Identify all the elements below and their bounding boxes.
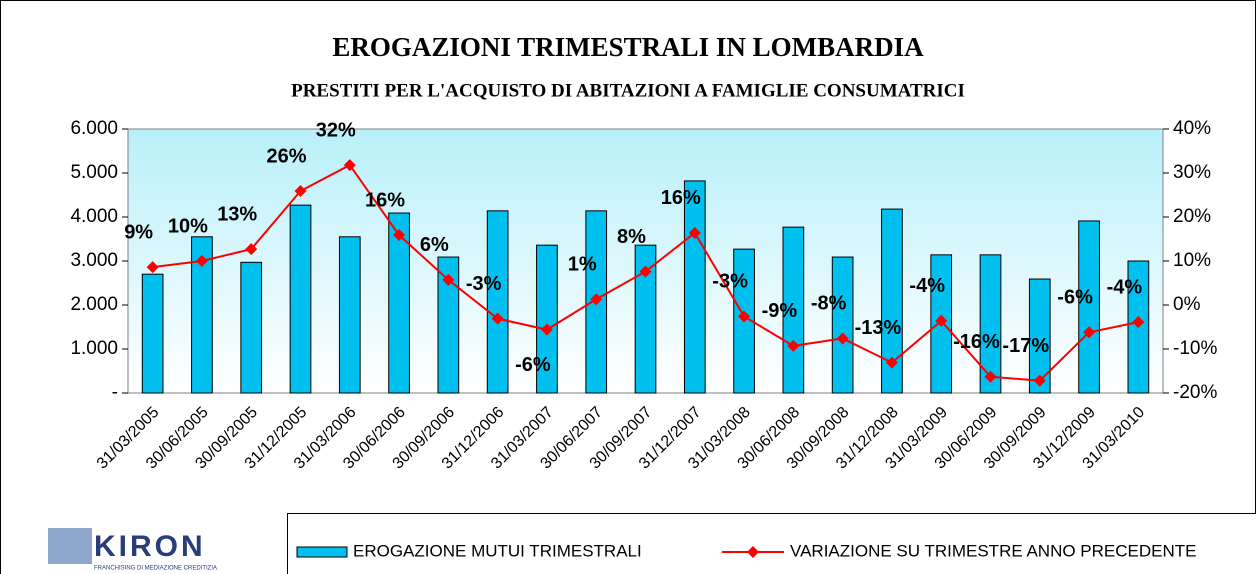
bar [634, 244, 657, 394]
marker [590, 293, 603, 306]
bar [141, 273, 164, 394]
logo: KIRON FRANCHISING DI MEDIAZIONE CREDITIZ… [48, 528, 217, 572]
bar [536, 244, 558, 394]
legend [287, 513, 1256, 574]
bar [782, 226, 805, 394]
bar [338, 236, 361, 394]
marker [1083, 326, 1096, 339]
marker [639, 265, 652, 278]
bar [683, 180, 706, 394]
data-label: 16% [661, 187, 701, 209]
data-label: 26% [266, 145, 306, 167]
data-label: 6% [420, 234, 449, 256]
data-label: 32% [316, 119, 356, 141]
logo-tagline: FRANCHISING DI MEDIAZIONE CREDITIZIA [94, 566, 217, 572]
data-label: -4% [909, 275, 945, 297]
marker [984, 370, 997, 383]
marker [885, 356, 898, 369]
data-label: 9% [124, 221, 153, 243]
bar [486, 210, 509, 394]
y2-tick-label: 10% [1173, 250, 1211, 271]
data-label: -6% [515, 354, 551, 376]
data-label: -9% [762, 300, 798, 322]
marker [1033, 374, 1046, 387]
y2-tick-label: 0% [1173, 294, 1201, 315]
y-tick-label: 6.000 [70, 118, 118, 139]
y-tick-label: 3.000 [70, 250, 118, 271]
data-label: 16% [365, 189, 405, 211]
data-label: -8% [811, 293, 847, 315]
data-label: -3% [466, 273, 502, 295]
chart-title: EROGAZIONI TRIMESTRALI IN LOMBARDIA [332, 32, 924, 62]
data-label: -4% [1107, 276, 1143, 298]
bar [881, 208, 903, 394]
legend-label: EROGAZIONE MUTUI TRIMESTRALI [353, 541, 642, 560]
bar [388, 212, 410, 394]
data-label: -17% [1002, 335, 1049, 357]
marker [442, 273, 455, 286]
marker [393, 229, 406, 242]
bar [191, 236, 213, 394]
marker [195, 255, 208, 267]
bar [289, 204, 312, 394]
y-tick-label: - [112, 382, 118, 403]
legend-marker [747, 546, 759, 558]
y2-tick-label: 40% [1173, 118, 1211, 139]
logo-icon [48, 528, 92, 564]
data-label: -13% [855, 317, 902, 339]
y2-tick-label: -10% [1173, 338, 1217, 359]
marker [245, 243, 258, 256]
marker [343, 159, 356, 172]
bar [831, 256, 854, 394]
data-label: -3% [712, 271, 748, 293]
y2-tick-label: -20% [1173, 382, 1217, 403]
data-label: 1% [568, 254, 597, 276]
logo-name: KIRON [94, 530, 206, 563]
data-label: -6% [1057, 287, 1093, 309]
data-label: -16% [953, 331, 1000, 353]
y-tick-label: 5.000 [70, 162, 118, 183]
y-tick-label: 2.000 [70, 294, 118, 315]
bar [437, 256, 460, 394]
marker [836, 332, 849, 345]
y2-tick-label: 30% [1173, 162, 1211, 183]
marker [738, 310, 751, 323]
marker [935, 314, 948, 327]
marker [688, 226, 701, 239]
data-label: 13% [217, 203, 257, 225]
data-label: 8% [617, 226, 646, 248]
marker [491, 312, 504, 325]
legend-swatch [296, 546, 348, 558]
bar [1028, 278, 1051, 394]
marker [1132, 316, 1145, 329]
chart-subtitle: PRESTITI PER L'ACQUISTO DI ABITAZIONI A … [291, 80, 965, 101]
bar [1078, 220, 1100, 394]
y2-tick-label: 20% [1173, 206, 1211, 227]
y-tick-label: 1.000 [70, 338, 118, 359]
legend-label: VARIAZIONE SU TRIMESTRE ANNO PRECEDENTE [790, 541, 1197, 560]
data-label: 10% [168, 215, 208, 237]
bar [240, 261, 263, 394]
bar [979, 254, 1002, 394]
marker [787, 339, 800, 352]
marker [294, 185, 307, 198]
marker [146, 261, 159, 274]
marker [540, 323, 553, 336]
y-tick-label: 4.000 [70, 206, 118, 227]
